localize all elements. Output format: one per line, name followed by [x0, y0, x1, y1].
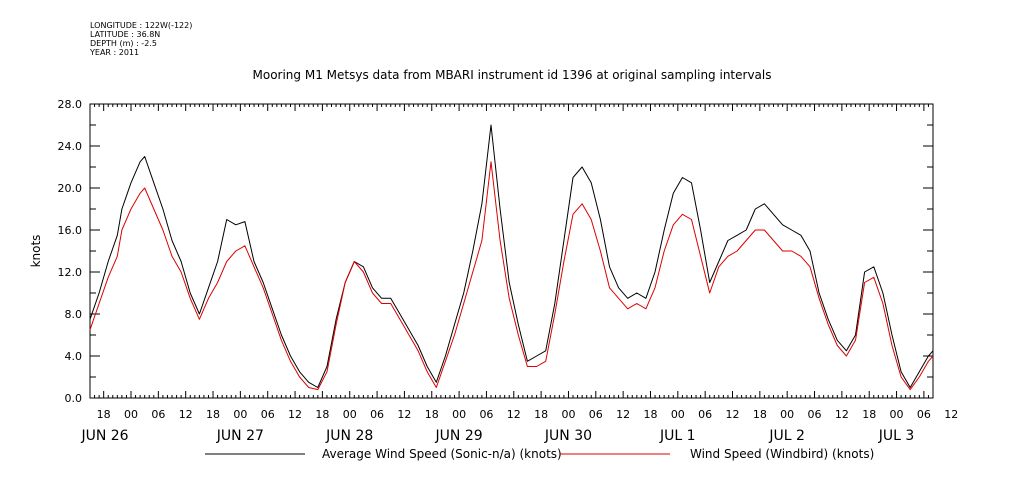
x-date-label: JUL 3 [878, 428, 915, 444]
x-tick-label: 12 [726, 408, 740, 421]
x-date-label: JUN 27 [216, 428, 264, 444]
x-tick-label: 06 [261, 408, 275, 421]
metadata-block: LONGITUDE : 122W(-122) LATITUDE : 36.8N … [90, 21, 192, 57]
x-tick-label: 12 [397, 408, 411, 421]
x-date-label: JUN 30 [544, 428, 592, 444]
series-group [89, 124, 934, 391]
x-tick-label: 18 [315, 408, 329, 421]
x-tick-label: 06 [370, 408, 384, 421]
metadata-longitude: LONGITUDE : 122W(-122) [90, 21, 193, 30]
x-tick-label: 00 [780, 408, 794, 421]
series-line-sonic [89, 124, 934, 388]
x-tick-label: 12 [288, 408, 302, 421]
x-tick-label: 12 [616, 408, 630, 421]
y-tick-label: 28.0 [58, 98, 83, 111]
x-tick-label: 00 [233, 408, 247, 421]
x-date-label: JUN 29 [435, 428, 483, 444]
x-date-label: JUL 2 [768, 428, 805, 444]
y-tick-label: 20.0 [58, 182, 83, 195]
x-tick-label: 06 [808, 408, 822, 421]
x-date-label: JUN 28 [325, 428, 373, 444]
x-tick-label: 06 [479, 408, 493, 421]
series-line-windbird [89, 161, 934, 391]
y-axis: 0.0 4.0 8.0 12.0 16.0 20.0 24.0 28.0 [58, 98, 933, 405]
x-tick-label: 06 [589, 408, 603, 421]
chart-title: Mooring M1 Metsys data from MBARI instru… [252, 68, 772, 82]
x-tick-label: 06 [917, 408, 931, 421]
legend: Average Wind Speed (Sonic-n/a) (knots) W… [205, 447, 874, 461]
x-axis: 18 00 06 12 18 00 06 12 18 00 06 12 18 00 06 12 18 00 06 12… [80, 104, 958, 444]
x-tick-label: 06 [151, 408, 165, 421]
x-tick-label: 00 [561, 408, 575, 421]
x-tick-label: 18 [862, 408, 876, 421]
x-date-label: JUN 26 [80, 428, 128, 444]
y-tick-label: 24.0 [58, 140, 83, 153]
x-tick-label: 18 [643, 408, 657, 421]
y-axis-label: knots [29, 235, 43, 268]
x-tick-label: 12 [944, 408, 958, 421]
x-tick-label: 00 [343, 408, 357, 421]
x-tick-label: 18 [425, 408, 439, 421]
x-tick-label: 18 [97, 408, 111, 421]
legend-label-windbird: Wind Speed (Windbird) (knots) [690, 447, 874, 461]
y-tick-label: 12.0 [58, 266, 83, 279]
x-tick-label: 00 [124, 408, 138, 421]
x-tick-label: 00 [452, 408, 466, 421]
x-tick-label: 12 [179, 408, 193, 421]
x-tick-label: 18 [753, 408, 767, 421]
legend-label-sonic: Average Wind Speed (Sonic-n/a) (knots) [322, 447, 562, 461]
x-tick-label: 18 [206, 408, 220, 421]
x-tick-label: 00 [671, 408, 685, 421]
x-tick-label: 18 [534, 408, 548, 421]
metadata-year: YEAR : 2011 [90, 48, 140, 57]
x-tick-label: 06 [698, 408, 712, 421]
x-tick-label: 00 [890, 408, 904, 421]
y-tick-label: 4.0 [65, 350, 83, 363]
metadata-depth: DEPTH (m) : -2.5 [90, 39, 157, 48]
y-tick-label: 0.0 [65, 392, 83, 405]
x-tick-label: 12 [507, 408, 521, 421]
plot-frame [89, 103, 934, 399]
metadata-latitude: LATITUDE : 36.8N [90, 30, 161, 39]
x-tick-label: 12 [835, 408, 849, 421]
y-tick-label: 16.0 [58, 224, 83, 237]
y-tick-label: 8.0 [65, 308, 83, 321]
x-date-label: JUL 1 [659, 428, 696, 444]
